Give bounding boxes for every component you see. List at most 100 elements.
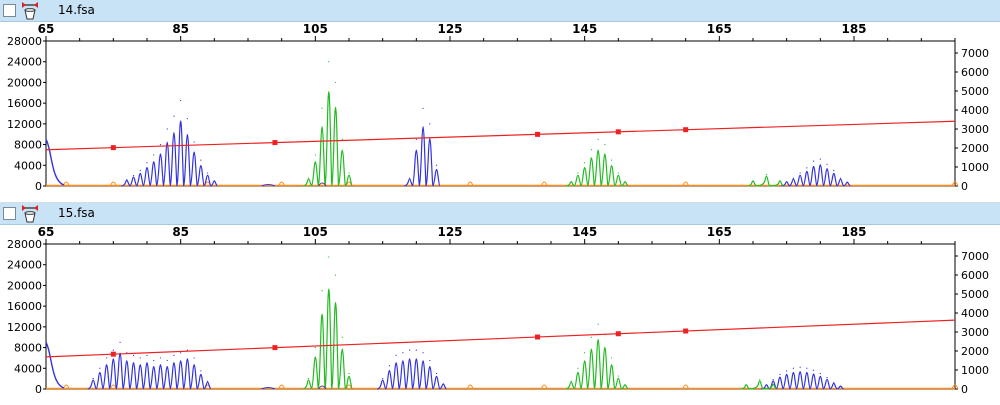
green-peak-point xyxy=(745,384,747,386)
plot-frame xyxy=(45,243,956,390)
orange-peak xyxy=(951,181,959,187)
sizing-curve xyxy=(45,120,956,151)
green-peak-trace xyxy=(565,149,629,187)
green-peak-point xyxy=(624,384,626,386)
panel-titlebar: 15.fsa xyxy=(0,203,1000,225)
blue-peak-point xyxy=(119,341,121,343)
blue-peak-point xyxy=(159,357,162,359)
blue-peak-point xyxy=(92,378,94,380)
blue-peak-point xyxy=(819,158,821,160)
y-left-tick-label: 20000 xyxy=(7,76,42,89)
sizing-tool-icon[interactable] xyxy=(20,204,40,223)
blue-peak-point xyxy=(833,169,835,172)
sizing-marker[interactable] xyxy=(272,140,278,146)
green-peak-point xyxy=(584,352,586,354)
checkbox-icon[interactable] xyxy=(3,4,16,17)
green-peak-point xyxy=(611,159,613,161)
x-tick-label: 145 xyxy=(572,22,597,36)
blue-peak-point xyxy=(435,164,438,166)
panel-divider xyxy=(0,202,1000,203)
blue-peak-point xyxy=(200,159,202,161)
green-peak-trace xyxy=(303,288,353,390)
orange-peak xyxy=(540,384,548,390)
electropherogram-panel-15: 15.fsa 65 85 105 125 145 165 185 28000 24000 2000… xyxy=(0,203,1000,405)
sizing-marker[interactable] xyxy=(110,145,116,151)
green-peak-point xyxy=(617,172,619,174)
blue-peak-point xyxy=(799,366,801,368)
green-peak-point xyxy=(570,181,572,183)
blue-peak-point xyxy=(139,169,141,172)
blue-peak-point xyxy=(166,359,168,362)
y-right-tick-label: 2000 xyxy=(961,142,989,155)
y-right-tick-label: 0 xyxy=(961,383,968,396)
blue-peak-point xyxy=(213,180,215,182)
green-peak-point xyxy=(765,174,768,176)
sizing-marker[interactable] xyxy=(272,345,278,351)
blue-peak-point xyxy=(132,354,135,356)
sizing-marker[interactable] xyxy=(535,334,541,340)
green-peak-point xyxy=(348,172,350,174)
blue-peak-point xyxy=(765,384,768,386)
blue-peak-trace xyxy=(87,352,212,390)
blue-peak-point xyxy=(806,167,808,169)
blue-peak-trace xyxy=(377,358,447,390)
x-tick-label: 165 xyxy=(707,22,732,36)
y-right-tick-label: 3000 xyxy=(961,326,989,339)
blue-peak-point xyxy=(415,349,417,351)
orange-peak xyxy=(278,384,286,390)
sizing-marker[interactable] xyxy=(535,131,541,137)
blue-peak-point xyxy=(792,177,795,179)
blue-peak-point xyxy=(779,373,781,376)
green-peak-point xyxy=(604,143,606,146)
blue-peak-point xyxy=(200,370,202,372)
blue-peak-point xyxy=(166,128,168,130)
blue-peak-point xyxy=(106,357,108,359)
green-peak-point xyxy=(341,336,343,338)
green-peak-point xyxy=(328,61,330,63)
blue-peak-point xyxy=(415,138,417,140)
x-tick-label: 125 xyxy=(437,22,462,36)
blue-peak-point xyxy=(402,352,404,354)
y-right-tick-label: 6000 xyxy=(961,269,989,282)
blue-small-peak xyxy=(261,387,276,390)
green-peak-point xyxy=(597,138,599,140)
primer-peak xyxy=(45,342,65,389)
sizing-marker[interactable] xyxy=(683,127,689,133)
orange-peak xyxy=(682,384,690,390)
x-tick-label: 145 xyxy=(572,225,597,239)
blue-peak-point xyxy=(139,357,141,359)
sizing-tool-icon[interactable] xyxy=(20,1,40,20)
y-right-tick-label: 7000 xyxy=(961,250,989,263)
chart-plot: 65 85 105 125 145 165 185280002400020000160001… xyxy=(7,22,989,193)
blue-peak-point xyxy=(112,349,114,351)
green-peak-point xyxy=(577,172,579,174)
x-tick-label: 125 xyxy=(437,225,462,239)
primer-peak xyxy=(45,139,65,186)
sizing-marker[interactable] xyxy=(683,328,689,334)
blue-peak-trace xyxy=(781,164,851,187)
blue-peak-point xyxy=(173,115,175,117)
green-peak-point xyxy=(772,383,774,385)
sizing-marker[interactable] xyxy=(615,331,621,337)
electropherogram-panel-14: 14.fsa 65 85 105 125 145 165 185 28000 24000 2000… xyxy=(0,0,1000,202)
blue-peak-point xyxy=(442,383,444,385)
blue-peak-point xyxy=(429,123,431,125)
y-right-tick-label: 1000 xyxy=(961,364,989,377)
checkbox-icon[interactable] xyxy=(3,207,16,220)
y-left-tick-label: 4000 xyxy=(14,159,42,172)
blue-peak-point xyxy=(429,359,431,362)
y-right-tick-label: 0 xyxy=(961,180,968,193)
purple-peak xyxy=(318,385,327,390)
y-left-tick-label: 20000 xyxy=(7,279,42,292)
green-peak-point xyxy=(590,336,593,338)
blue-peak-point xyxy=(772,379,774,381)
blue-peak-point xyxy=(422,107,424,109)
blue-peak-point xyxy=(180,352,182,354)
sizing-marker[interactable] xyxy=(615,129,621,135)
green-peak-point xyxy=(341,138,343,140)
blue-peak-trace xyxy=(404,126,441,187)
green-peak-point xyxy=(308,378,310,380)
blue-peak-point xyxy=(435,372,438,375)
sizing-marker[interactable] xyxy=(110,351,116,357)
blue-peak-point xyxy=(146,354,148,356)
